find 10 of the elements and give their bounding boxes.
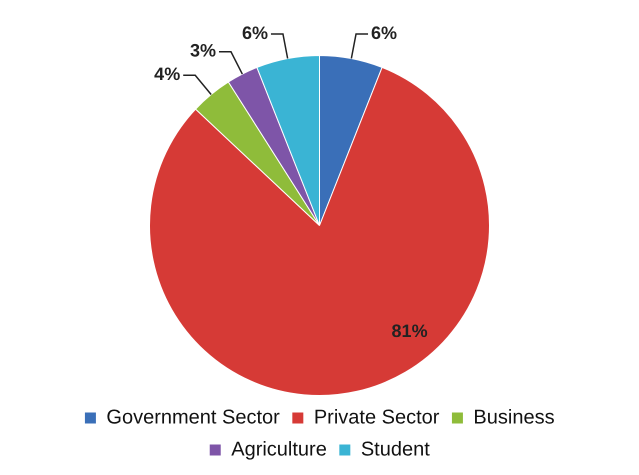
legend-label: Government Sector	[106, 406, 280, 429]
legend-label: Agriculture	[231, 438, 327, 461]
legend-label: Private Sector	[314, 406, 440, 429]
data-label: 3%	[190, 40, 216, 61]
data-label: 81%	[392, 320, 428, 341]
legend-label: Business	[473, 406, 555, 429]
data-label: 4%	[154, 64, 180, 84]
data-label: 6%	[371, 22, 398, 43]
data-label: 6%	[242, 22, 268, 43]
legend-label: Student	[360, 438, 430, 461]
